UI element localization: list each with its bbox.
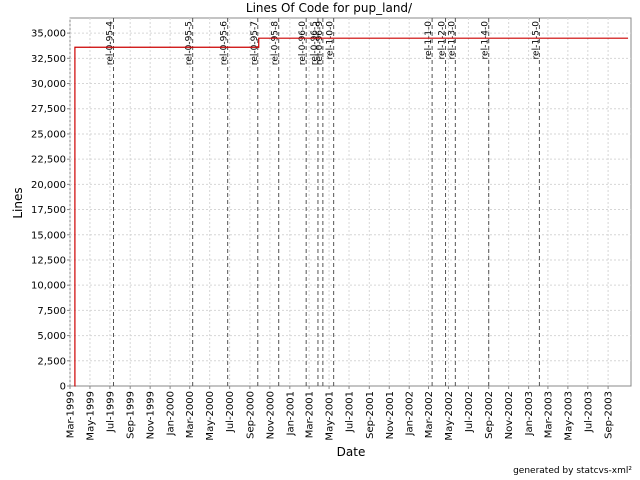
release-markers: rel-0-95-4 rel-0-95-5 rel-0-95-6 rel-0-95-7… <box>106 18 541 386</box>
x-axis-label: Date <box>337 445 366 459</box>
x-tick-label: Jan-2001 <box>285 391 296 436</box>
x-tick-label: Jul-1999 <box>105 391 116 433</box>
release-marker-label: rel-1-1-0 <box>424 21 434 60</box>
x-tick-label: Jul-2000 <box>225 391 236 433</box>
x-tick-label: Jan-2003 <box>524 391 535 436</box>
y-tick-label: 12,500 <box>31 255 66 266</box>
x-tick-label: Jul-2002 <box>464 391 475 433</box>
x-tick-label: Jan-2000 <box>166 391 177 436</box>
x-tick-label: Jan-2002 <box>405 391 416 436</box>
x-tick-label: May-2000 <box>205 391 216 441</box>
y-tick-label: 35,000 <box>31 29 66 40</box>
plot-area <box>69 17 632 387</box>
x-tick-label: Nov-2000 <box>265 391 276 439</box>
x-axis: Mar-1999 May-1999 Jul-1999 Sep-1999 Nov-1999… <box>66 386 615 441</box>
release-marker-label: rel-0-95-7 <box>250 21 260 65</box>
y-tick-label: 22,500 <box>31 155 66 166</box>
y-tick-label: 7,500 <box>37 306 66 317</box>
release-marker-label: rel-1-0-0 <box>326 21 336 60</box>
y-tick-label: 20,000 <box>31 180 66 191</box>
x-tick-label: Sep-2002 <box>484 391 495 439</box>
x-tick-label: May-2001 <box>325 391 336 441</box>
y-tick-label: 10,000 <box>31 281 66 292</box>
release-marker-label: rel-1-2-0 <box>438 21 448 60</box>
release-marker-label: rel-1-3-0 <box>447 21 457 60</box>
release-marker-label: rel-1-4-0 <box>481 21 491 60</box>
release-marker-label: rel-0-96-0 <box>298 21 308 65</box>
chart-title: Lines Of Code for pup_land/ <box>246 1 413 15</box>
y-tick-label: 30,000 <box>31 79 66 90</box>
y-axis-label: Lines <box>11 187 25 218</box>
release-marker-label: rel-0-96-9 <box>315 21 325 65</box>
x-tick-label: Mar-2001 <box>305 391 316 438</box>
y-tick-label: 2,500 <box>37 356 66 367</box>
x-tick-label: Jul-2001 <box>345 391 356 433</box>
y-axis: 0 2,500 5,000 7,500 10,000 12,500 15,000 17,500… <box>31 29 70 393</box>
grid-lines <box>69 18 631 386</box>
x-tick-label: May-1999 <box>85 391 96 441</box>
series-line <box>74 37 629 387</box>
release-marker-label: rel-0-95-5 <box>185 21 195 65</box>
release-marker-label: rel-0-95-6 <box>220 21 230 65</box>
y-tick-label: 25,000 <box>31 129 66 140</box>
x-tick-label: Mar-2000 <box>185 391 196 438</box>
release-marker-label: rel-0-96-5 <box>310 21 320 65</box>
x-tick-label: Jul-2003 <box>583 391 594 433</box>
x-tick-label: Sep-1999 <box>126 391 137 439</box>
y-tick-label: 32,500 <box>31 54 66 65</box>
x-tick-label: Sep-2001 <box>365 391 376 439</box>
release-marker-label: rel-0-95-4 <box>106 21 116 65</box>
x-tick-label: May-2002 <box>444 391 455 441</box>
y-tick-label: 0 <box>60 382 66 393</box>
generated-by-footer: generated by statcvs-xml² <box>513 466 632 476</box>
series-layer <box>74 37 629 387</box>
x-tick-label: Nov-2002 <box>504 391 515 439</box>
release-marker-label: rel-0-95-8 <box>271 21 281 65</box>
x-tick-label: Nov-1999 <box>146 391 157 439</box>
y-tick-label: 5,000 <box>37 331 66 342</box>
x-tick-label: Mar-2003 <box>543 391 554 438</box>
x-tick-label: Sep-2000 <box>245 391 256 439</box>
x-tick-label: Nov-2001 <box>385 391 396 439</box>
x-tick-label: Mar-1999 <box>66 391 77 438</box>
x-tick-label: May-2003 <box>563 391 574 441</box>
y-tick-label: 17,500 <box>31 205 66 216</box>
y-tick-label: 27,500 <box>31 104 66 115</box>
y-tick-label: 15,000 <box>31 230 66 241</box>
x-tick-label: Mar-2002 <box>424 391 435 438</box>
x-tick-label: Sep-2003 <box>604 391 615 439</box>
release-marker-label: rel-1-5-0 <box>531 21 541 60</box>
